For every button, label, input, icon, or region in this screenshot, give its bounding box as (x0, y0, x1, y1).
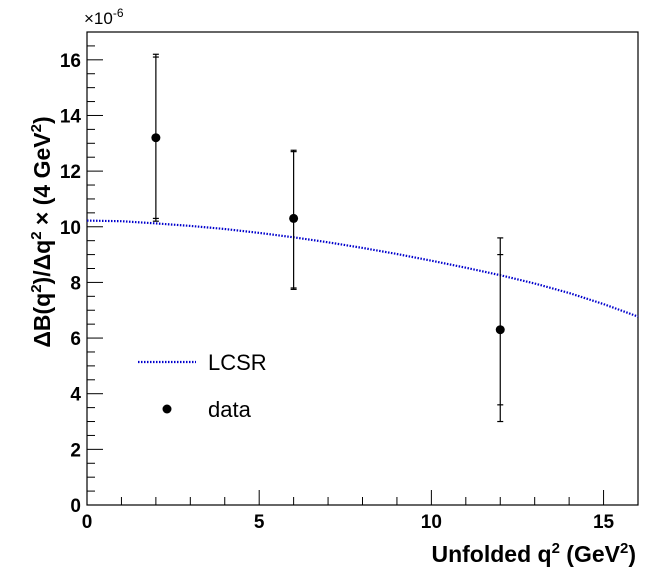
y-tick-label: 8 (70, 273, 81, 294)
plot-area: 0 5 10 15 0 2 4 6 8 10 12 14 16 (60, 31, 639, 533)
x-axis-title: Unfolded q2 (GeV2) (431, 540, 636, 567)
y-tick-label: 6 (70, 329, 81, 350)
y-axis-title: ΔB(q2)/Δq2 × (4 GeV2) (28, 116, 55, 347)
y-tick-label: 0 (70, 496, 81, 517)
y-tick-label: 2 (70, 440, 81, 461)
legend-dot-marker (162, 404, 172, 414)
data-point (151, 133, 161, 143)
y-multiplier: ×10-6 (84, 6, 124, 28)
x-tick-label: 10 (421, 512, 442, 533)
data-point (495, 325, 505, 335)
data-point (289, 213, 299, 223)
legend-label: LCSR (208, 350, 267, 375)
y-tick-label: 14 (60, 106, 82, 127)
x-tick-label: 5 (254, 512, 265, 533)
x-tick-label: 15 (593, 512, 615, 533)
legend: LCSR data (138, 350, 267, 422)
y-tick-label: 12 (60, 162, 81, 183)
x-tick-label: 0 (82, 512, 93, 533)
y-tick-label: 4 (70, 385, 81, 406)
y-tick-label: 10 (60, 218, 81, 239)
y-tick-label: 16 (60, 51, 81, 72)
lcsr-curve (86, 219, 639, 318)
legend-label: data (208, 397, 252, 422)
plot-frame (86, 31, 639, 506)
